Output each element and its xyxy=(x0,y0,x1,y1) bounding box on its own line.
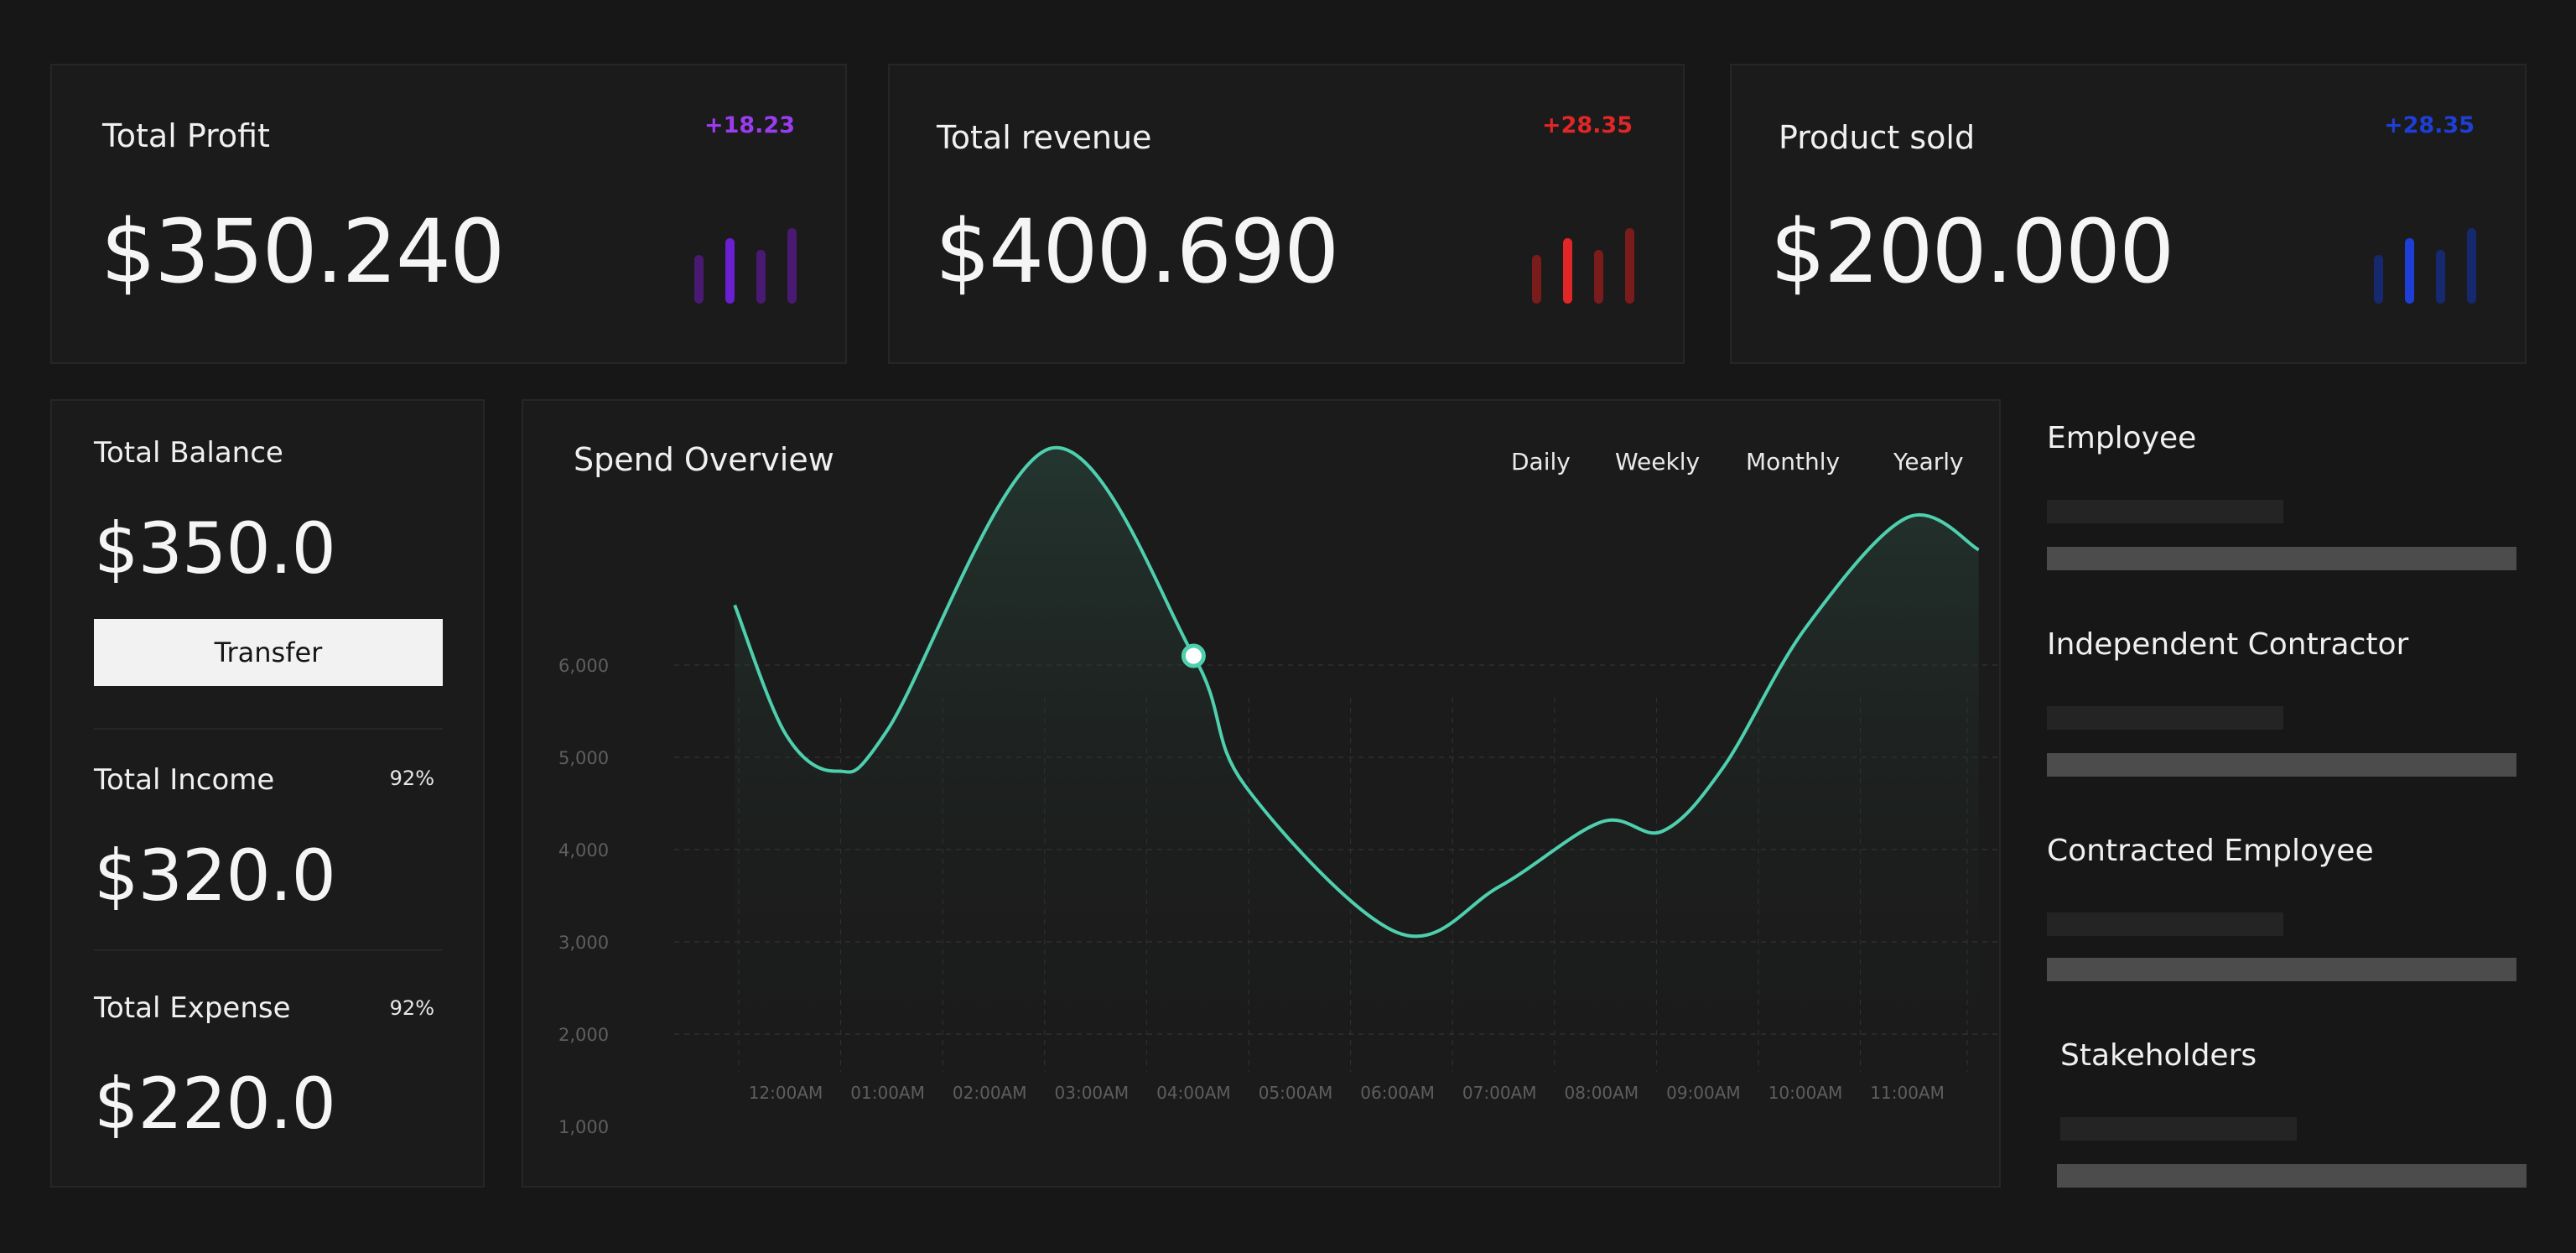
y-tick-label: 4,000 xyxy=(558,840,609,860)
stat-card-product-sold: Product sold +28.35 $200.000 xyxy=(1730,64,2527,364)
stat-delta: +28.35 xyxy=(2383,112,2475,138)
mini-bar-chart-icon xyxy=(694,223,800,304)
contracted-employee-title: Contracted Employee xyxy=(2047,834,2374,868)
x-tick-label: 12:00AM xyxy=(749,1083,823,1103)
spend-line xyxy=(733,445,1980,938)
stat-card-total-profit: Total Profit +18.23 $350.240 xyxy=(50,64,847,364)
total-expense-percent: 92% xyxy=(389,996,434,1020)
x-tick-label: 10:00AM xyxy=(1768,1083,1843,1103)
x-tick-label: 11:00AM xyxy=(1870,1083,1945,1103)
mini-bar-chart-icon xyxy=(2374,223,2480,304)
x-tick-label: 08:00AM xyxy=(1565,1083,1639,1103)
stat-title: Product sold xyxy=(1779,119,1976,156)
divider xyxy=(94,728,443,730)
stakeholders-title: Stakeholders xyxy=(2060,1038,2257,1073)
total-income-label: Total Income xyxy=(94,763,275,797)
y-tick-label: 6,000 xyxy=(558,656,609,676)
stat-value: $400.690 xyxy=(935,200,1339,303)
stakeholders-placeholder-short xyxy=(2060,1117,2297,1141)
total-income-value: $320.0 xyxy=(94,834,336,917)
transfer-button[interactable]: Transfer xyxy=(94,619,443,686)
y-tick-label: 5,000 xyxy=(558,748,609,768)
x-tick-label: 06:00AM xyxy=(1360,1083,1435,1103)
y-tick-label: 2,000 xyxy=(558,1025,609,1045)
stat-value: $350.240 xyxy=(101,200,505,303)
spend-chart: 6,000 5,000 4,000 3,000 2,000 1,000 12:00AM 01:… xyxy=(558,445,2002,1137)
stat-title: Total revenue xyxy=(937,119,1152,156)
x-tick-label: 03:00AM xyxy=(1055,1083,1130,1103)
mini-bar-chart-icon xyxy=(1532,223,1638,304)
total-expense-label: Total Expense xyxy=(94,991,291,1025)
spend-overview-card: 6,000 5,000 4,000 3,000 2,000 1,000 12:00AM 01:… xyxy=(522,399,2002,1188)
tab-monthly[interactable]: Monthly xyxy=(1746,448,1841,476)
x-tick-label: 09:00AM xyxy=(1666,1083,1741,1103)
stat-card-total-revenue: Total revenue +28.35 $400.690 xyxy=(888,64,1685,364)
employee-placeholder-short xyxy=(2047,500,2283,523)
stakeholders-progress-bar xyxy=(2057,1164,2527,1188)
y-tick-label: 1,000 xyxy=(558,1117,609,1137)
stat-title: Total Profit xyxy=(102,117,270,154)
x-tick-label: 05:00AM xyxy=(1259,1083,1333,1103)
contracted-employee-placeholder-short xyxy=(2047,912,2283,936)
x-tick-label: 01:00AM xyxy=(850,1083,925,1103)
contracted-employee-progress-bar xyxy=(2047,958,2516,981)
tab-yearly[interactable]: Yearly xyxy=(1893,448,1964,476)
stat-value: $200.000 xyxy=(1770,200,2174,303)
chart-title: Spend Overview xyxy=(574,441,834,478)
total-balance-label: Total Balance xyxy=(94,436,283,470)
tab-daily[interactable]: Daily xyxy=(1511,448,1571,476)
spend-area xyxy=(735,447,1979,1072)
stat-delta: +18.23 xyxy=(704,112,795,138)
employee-title: Employee xyxy=(2047,421,2197,455)
highlight-point[interactable] xyxy=(1181,643,1206,668)
total-balance-value: $350.0 xyxy=(94,507,336,590)
balance-card: Total Balance $350.0 Transfer Total Inco… xyxy=(50,399,485,1188)
tab-weekly[interactable]: Weekly xyxy=(1615,448,1701,476)
independent-contractor-placeholder-short xyxy=(2047,706,2283,730)
x-tick-label: 04:00AM xyxy=(1156,1083,1231,1103)
independent-contractor-progress-bar xyxy=(2047,753,2516,777)
x-tick-label: 02:00AM xyxy=(953,1083,1027,1103)
employee-progress-bar xyxy=(2047,547,2516,570)
total-expense-value: $220.0 xyxy=(94,1063,336,1145)
stat-delta: +28.35 xyxy=(1541,112,1633,138)
x-tick-label: 07:00AM xyxy=(1462,1083,1537,1103)
divider xyxy=(94,949,443,951)
independent-contractor-title: Independent Contractor xyxy=(2047,627,2409,662)
y-tick-label: 3,000 xyxy=(558,933,609,953)
total-income-percent: 92% xyxy=(389,767,434,790)
